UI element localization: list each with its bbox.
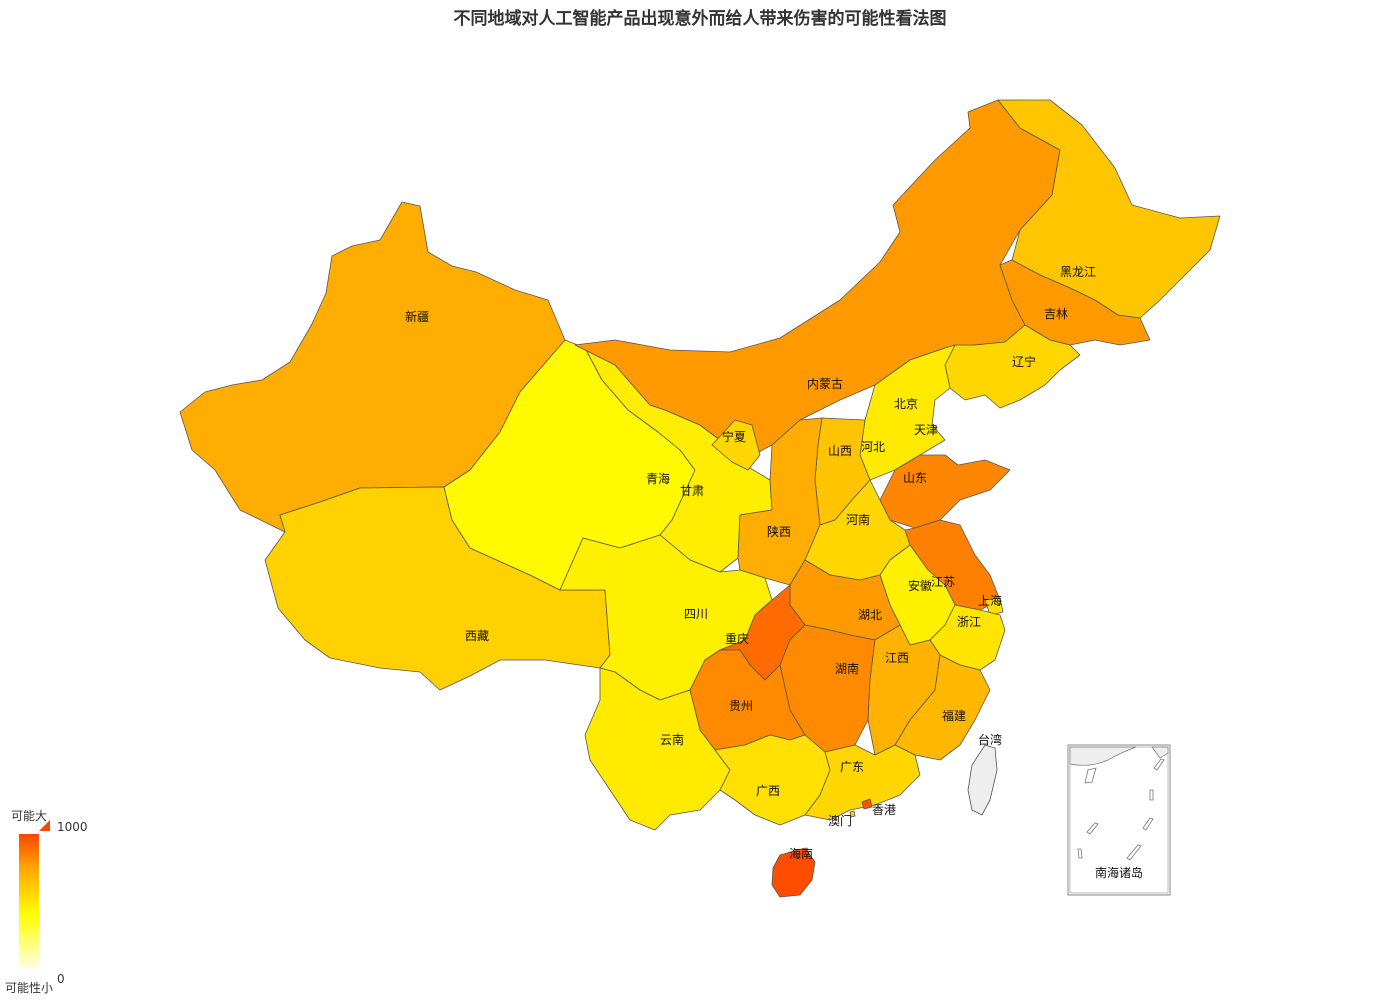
- inset-island-dashes: [1077, 758, 1165, 861]
- province-label-tianjin: 天津: [914, 423, 938, 437]
- province-label-chongqing: 重庆: [725, 632, 749, 646]
- province-label-shandong: 山东: [903, 471, 927, 485]
- visual-map-handle-icon[interactable]: [39, 820, 50, 831]
- province-jilin[interactable]: [999, 259, 1151, 346]
- province-liaoning[interactable]: [944, 324, 1081, 409]
- visual-map-max-label: 1000: [57, 820, 88, 834]
- province-label-beijing: 北京: [894, 397, 918, 411]
- province-label-hubei: 湖北: [858, 607, 882, 622]
- province-label-taiwan: 台湾: [978, 732, 1002, 747]
- map-title: 不同地域对人工智能产品出现意外而给人带来伤害的可能性看法图: [453, 9, 947, 29]
- province-label-yunnan: 云南: [660, 732, 684, 747]
- inset-label: 南海诸岛: [1095, 865, 1143, 880]
- province-aomen[interactable]: [849, 810, 856, 818]
- province-label-xianggang: 香港: [872, 803, 896, 817]
- province-layer: [179, 99, 1221, 898]
- province-xianggang[interactable]: [861, 798, 873, 810]
- inset-coast: [1069, 746, 1137, 766]
- province-label-henan: 河南: [846, 512, 870, 527]
- province-label-gansu: 甘肃: [680, 484, 704, 498]
- visual-map-low-text: 可能性小: [5, 981, 53, 995]
- province-label-shanxi: 山西: [828, 444, 852, 458]
- province-label-hebei: 河北: [861, 440, 885, 454]
- province-shanghai[interactable]: [984, 597, 1004, 616]
- province-label-jiangsu: 江苏: [931, 575, 955, 589]
- province-label-xizang: 西藏: [465, 629, 489, 643]
- province-label-qinghai: 青海: [646, 471, 670, 486]
- province-fujian[interactable]: [894, 654, 991, 761]
- south-china-sea-inset: 南海诸岛: [1067, 744, 1171, 896]
- province-label-hainan: 海南: [789, 846, 813, 861]
- province-label-aomen: 澳门: [828, 813, 852, 828]
- province-label-guizhou: 贵州: [729, 699, 753, 713]
- province-label-neimenggu: 内蒙古: [807, 376, 843, 391]
- visual-map-legend[interactable]: 可能大 1000 0 可能性小: [5, 809, 88, 995]
- province-label-anhui: 安徽: [908, 578, 932, 593]
- province-yunnan[interactable]: [584, 667, 731, 831]
- province-hainan[interactable]: [771, 847, 816, 898]
- province-label-heilongjiang: 黑龙江: [1060, 265, 1096, 279]
- province-label-zhejiang: 浙江: [957, 615, 981, 629]
- province-label-guangxi: 广西: [756, 784, 780, 798]
- inset-coast-east: [1151, 746, 1169, 759]
- province-label-guangdong: 广东: [840, 760, 864, 774]
- province-label-xinjiang: 新疆: [405, 309, 429, 324]
- province-label-sichuan: 四川: [684, 607, 708, 621]
- province-label-hunan: 湖南: [835, 661, 859, 676]
- province-ningxia[interactable]: [711, 419, 761, 471]
- visual-map-min-label: 0: [57, 972, 65, 986]
- province-guangdong[interactable]: [804, 744, 921, 821]
- province-label-shaanxi: 陕西: [767, 524, 791, 539]
- province-label-fujian: 福建: [942, 708, 966, 723]
- province-taiwan[interactable]: [967, 744, 998, 816]
- province-label-shanghai: 上海: [978, 593, 1002, 608]
- province-label-jiangxi: 江西: [885, 651, 909, 665]
- province-label-liaoning: 辽宁: [1012, 354, 1036, 369]
- province-label-ningxia: 宁夏: [722, 429, 746, 444]
- visual-map-high-text: 可能大: [11, 809, 47, 823]
- inset-frame: [1067, 744, 1171, 896]
- province-label-jilin: 吉林: [1044, 307, 1068, 321]
- visual-map-gradient-bar[interactable]: [19, 834, 39, 968]
